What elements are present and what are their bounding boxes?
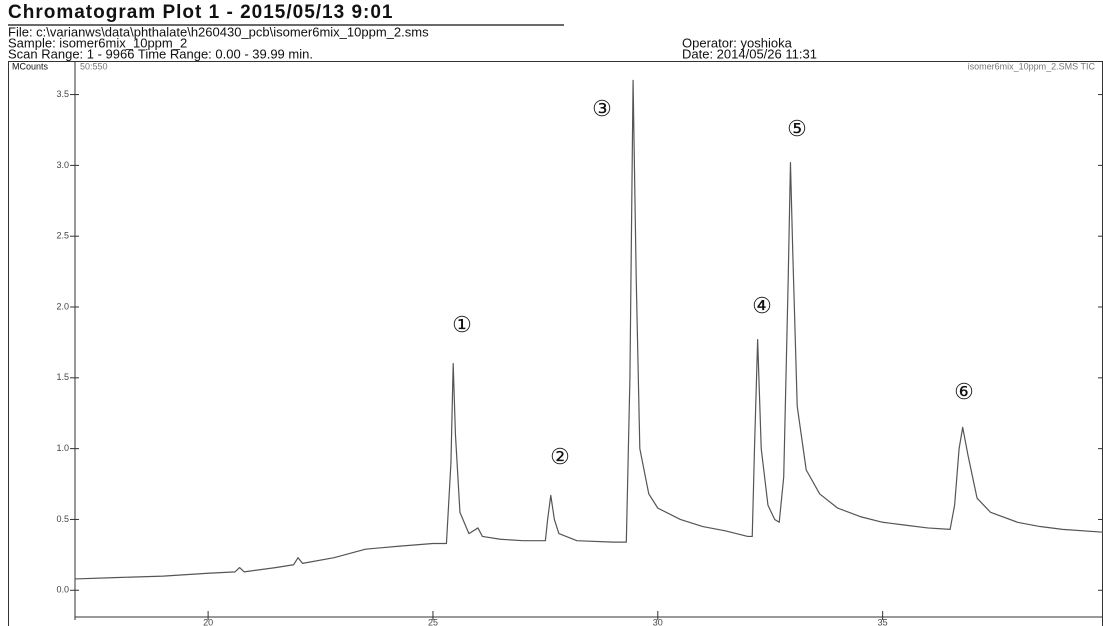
y-tick-label: 0.0: [56, 585, 69, 595]
peak-number: ③: [592, 96, 612, 121]
file-info: File: c:\varianws\data\phthalate\h260430…: [8, 24, 429, 39]
operator-info: Operator: yoshioka: [682, 35, 793, 50]
x-tick-label: 35: [878, 617, 888, 626]
y-tick-label: 2.5: [56, 231, 69, 241]
scan-info: Scan Range: 1 - 9966 Time Range: 0.00 - …: [8, 46, 313, 61]
y-tick-label: 3.0: [56, 160, 69, 170]
plot-frame: [8, 61, 1103, 626]
date-info: Date: 2014/05/26 11:31: [682, 46, 817, 61]
sample-info: Sample: isomer6mix_10ppm_2: [8, 35, 187, 50]
chart-title: Chromatogram Plot 1 - 2015/05/13 9:01: [8, 2, 393, 23]
x-tick-label: 20: [203, 617, 213, 626]
mass-range: 50:550: [80, 61, 108, 71]
peak-number: ⑥: [954, 379, 974, 404]
trace-label: isomer6mix_10ppm_2.SMS TIC: [968, 61, 1096, 71]
y-tick-label: 3.5: [56, 89, 69, 99]
y-tick-label: 1.0: [56, 443, 69, 453]
y-tick-label: 0.5: [56, 514, 69, 524]
y-axis-label: MCounts: [12, 61, 49, 71]
peak-number: ⑤: [787, 116, 807, 141]
x-tick-label: 30: [653, 617, 663, 626]
y-tick-label: 1.5: [56, 372, 69, 382]
peak-number: ②: [550, 444, 570, 469]
y-tick-label: 2.0: [56, 301, 69, 311]
peak-number: ①: [452, 312, 472, 337]
tic-trace: [74, 79, 1103, 580]
x-tick-label: 25: [428, 617, 438, 626]
peak-number: ④: [752, 293, 772, 318]
